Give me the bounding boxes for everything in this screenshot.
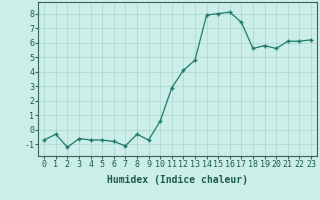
X-axis label: Humidex (Indice chaleur): Humidex (Indice chaleur) [107, 175, 248, 185]
